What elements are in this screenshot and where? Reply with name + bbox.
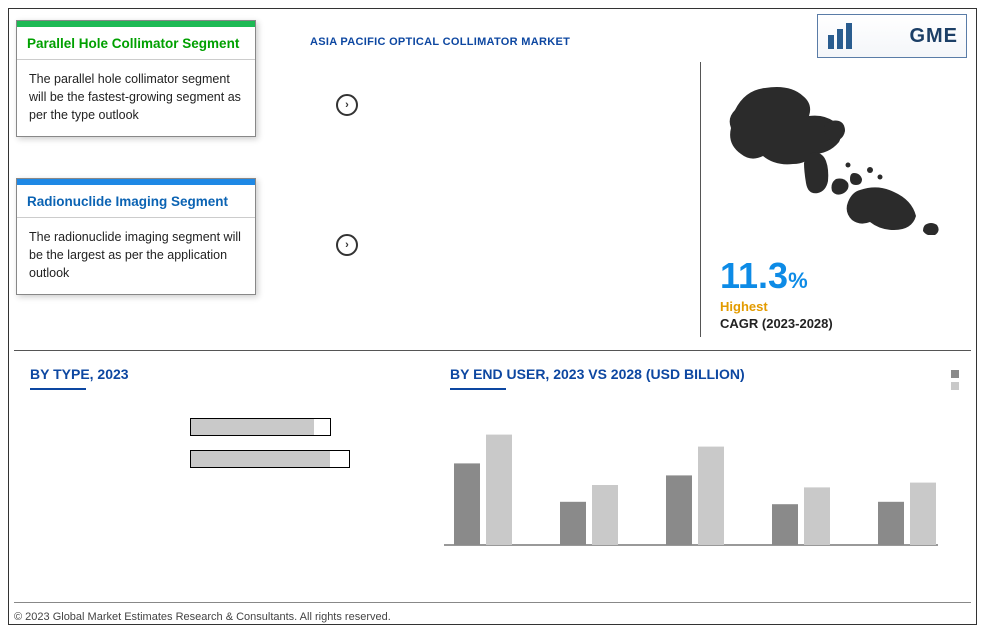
insight-card-radionuclide: Radionuclide Imaging Segment The radionu…	[16, 178, 256, 295]
bar-y2023	[454, 463, 480, 545]
card-body-text: The parallel hole collimator segment wil…	[17, 59, 255, 136]
bar-y2023	[560, 502, 586, 545]
legend-swatch-2023	[951, 370, 959, 378]
legend-item	[951, 370, 963, 378]
logo-bars-icon	[826, 21, 856, 51]
hbar-fill	[191, 451, 330, 467]
bar-y2028	[592, 485, 618, 545]
cagr-block: 11.3% Highest CAGR (2023-2028)	[720, 255, 833, 331]
cagr-number: 11.3	[720, 255, 788, 296]
page-title: ASIA PACIFIC OPTICAL COLLIMATOR MARKET	[310, 36, 570, 48]
section-underline	[30, 388, 86, 390]
card-heading: Parallel Hole Collimator Segment	[17, 27, 255, 59]
hbar-row	[190, 450, 370, 468]
hbar-fill	[191, 419, 314, 435]
vertical-divider	[700, 62, 701, 337]
by-end-user-chart	[438, 400, 948, 565]
copyright-text: © 2023 Global Market Estimates Research …	[14, 611, 391, 623]
bar-y2028	[804, 487, 830, 545]
legend-swatch-2028	[951, 382, 959, 390]
hbar-outline	[190, 450, 350, 468]
bar-y2028	[698, 447, 724, 545]
cagr-value: 11.3%	[720, 255, 833, 297]
logo-text: GME	[909, 25, 958, 48]
hbar-outline	[190, 418, 331, 436]
section-title-by-type: BY TYPE, 2023	[30, 366, 129, 382]
cagr-highest-label: Highest	[720, 299, 833, 314]
percent-sign: %	[788, 268, 808, 293]
card-body-text: The radionuclide imaging segment will be…	[17, 217, 255, 294]
cagr-period-label: CAGR (2023-2028)	[720, 316, 833, 331]
section-title-by-end-user: BY END USER, 2023 VS 2028 (USD BILLION)	[450, 366, 745, 382]
bar-y2023	[666, 475, 692, 545]
hbar-row	[190, 418, 370, 436]
brand-logo: GME	[817, 14, 967, 58]
insight-card-parallel-hole: Parallel Hole Collimator Segment The par…	[16, 20, 256, 137]
bar-y2023	[772, 504, 798, 545]
end-user-legend	[951, 370, 963, 394]
legend-item	[951, 382, 963, 390]
chevron-right-icon[interactable]: ›	[336, 94, 358, 116]
section-underline	[450, 388, 506, 390]
card-heading: Radionuclide Imaging Segment	[17, 185, 255, 217]
bar-y2023	[878, 502, 904, 545]
bar-y2028	[486, 435, 512, 545]
bar-y2028	[910, 483, 936, 545]
footer-divider	[14, 602, 971, 603]
asia-pacific-map-icon	[720, 75, 960, 235]
by-type-chart	[190, 418, 370, 498]
horizontal-divider	[14, 350, 971, 351]
chevron-right-icon[interactable]: ›	[336, 234, 358, 256]
